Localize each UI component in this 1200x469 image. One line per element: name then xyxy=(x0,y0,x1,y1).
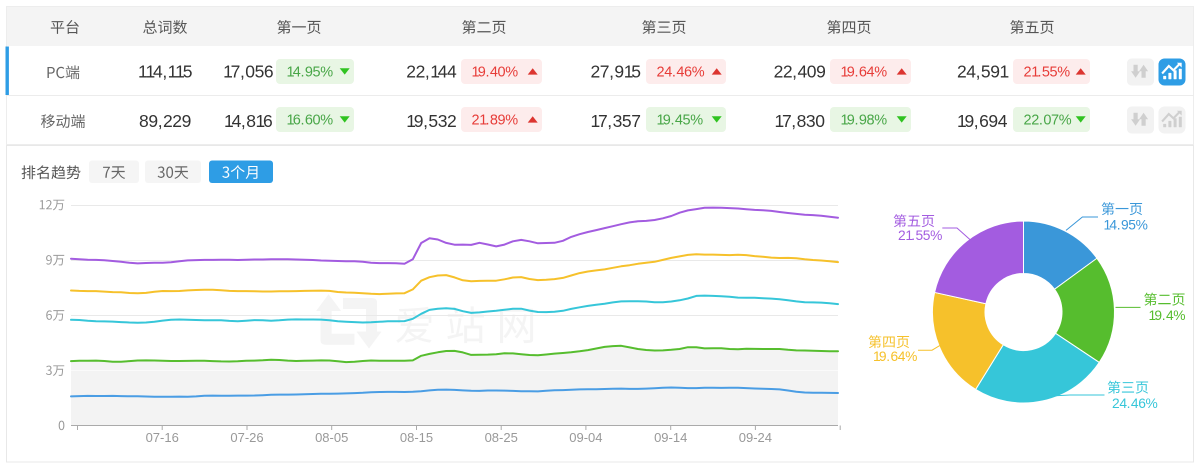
svg-text:09-24: 09-24 xyxy=(739,430,772,445)
svg-text:19,694: 19,694 xyxy=(957,111,1008,131)
svg-text:17,056: 17,056 xyxy=(223,61,274,81)
svg-text:19.64%: 19.64% xyxy=(841,65,888,81)
svg-text:09-04: 09-04 xyxy=(569,430,602,445)
svg-text:08-25: 08-25 xyxy=(485,430,518,445)
svg-text:24,591: 24,591 xyxy=(957,61,1009,81)
svg-text:21.55%: 21.55% xyxy=(898,228,942,243)
svg-text:08-15: 08-15 xyxy=(400,430,433,445)
svg-text:14.95%: 14.95% xyxy=(1104,218,1148,233)
svg-text:21.55%: 21.55% xyxy=(1024,65,1071,81)
svg-text:07-16: 07-16 xyxy=(146,430,179,445)
svg-text:14,816: 14,816 xyxy=(224,111,273,131)
svg-text:19.40%: 19.40% xyxy=(472,65,519,81)
svg-text:114,115: 114,115 xyxy=(138,61,192,81)
svg-text:21.89%: 21.89% xyxy=(472,113,519,129)
svg-text:19.98%: 19.98% xyxy=(841,113,888,129)
svg-text:22.07%: 22.07% xyxy=(1024,113,1072,129)
svg-text:19.64%: 19.64% xyxy=(873,349,917,364)
svg-text:08-05: 08-05 xyxy=(315,430,348,445)
svg-text:17,830: 17,830 xyxy=(774,111,825,131)
svg-text:14.95%: 14.95% xyxy=(287,65,334,81)
svg-text:24.46%: 24.46% xyxy=(657,65,705,81)
svg-text:89,229: 89,229 xyxy=(139,111,191,131)
svg-text:22,409: 22,409 xyxy=(774,61,826,81)
svg-text:19,532: 19,532 xyxy=(406,111,457,131)
svg-text:27,915: 27,915 xyxy=(590,61,641,81)
svg-text:24.46%: 24.46% xyxy=(1112,396,1158,411)
svg-text:19.4%: 19.4% xyxy=(1149,308,1186,323)
svg-text:22,144: 22,144 xyxy=(406,61,457,81)
svg-text:07-26: 07-26 xyxy=(230,430,263,445)
svg-text:19.45%: 19.45% xyxy=(657,113,704,129)
svg-text:09-14: 09-14 xyxy=(654,430,687,445)
svg-text:17,357: 17,357 xyxy=(590,111,641,131)
svg-text:16.60%: 16.60% xyxy=(287,113,334,129)
